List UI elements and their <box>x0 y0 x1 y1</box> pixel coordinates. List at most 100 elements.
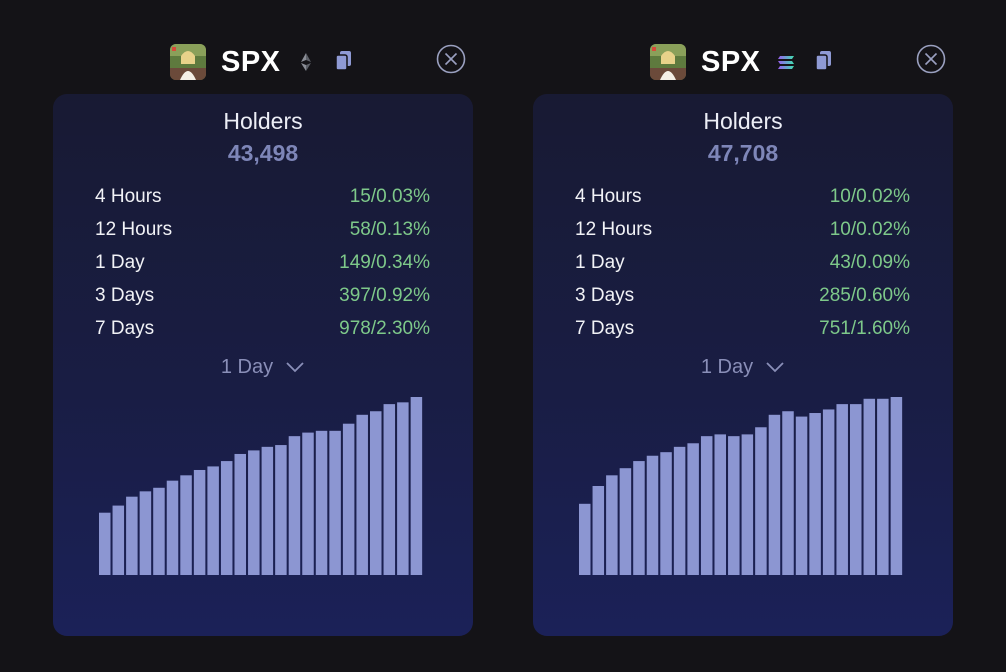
stat-value: 978/2.30% <box>339 318 430 339</box>
stat-value: 397/0.92% <box>339 285 430 306</box>
chart-bar <box>126 496 138 575</box>
chart-bar <box>579 503 591 575</box>
ethereum-icon <box>297 52 315 72</box>
stat-label: 3 Days <box>575 285 635 306</box>
chart-bar <box>410 397 423 575</box>
chart-bar <box>890 397 903 575</box>
stat-value: 10/0.02% <box>829 186 910 207</box>
chart-bar <box>370 411 382 575</box>
stat-row-1d: 1 Day 149/0.34% <box>95 252 430 278</box>
chart-bar <box>166 480 179 575</box>
holders-bar-chart <box>99 397 423 575</box>
chart-bar <box>822 409 835 575</box>
stat-value: 43/0.09% <box>829 252 910 273</box>
chart-bar <box>397 402 409 575</box>
chart-bar <box>768 414 781 575</box>
solana-icon <box>777 52 795 72</box>
chart-bar <box>687 443 699 575</box>
chart-bar <box>782 411 794 575</box>
stat-value: 149/0.34% <box>339 252 430 273</box>
chart-bar <box>315 430 328 575</box>
stat-label: 12 Hours <box>575 219 653 240</box>
period-dropdown[interactable]: 1 Day <box>533 356 953 379</box>
holders-bar-chart <box>579 397 903 575</box>
copy-icon[interactable] <box>335 50 353 72</box>
stat-label: 12 Hours <box>95 219 173 240</box>
chart-bar <box>248 450 260 575</box>
chart-bar <box>755 427 767 575</box>
token-ticker: SPX <box>701 46 761 78</box>
stat-row-1d: 1 Day 43/0.09% <box>575 252 910 278</box>
chart-bar <box>180 475 192 575</box>
holders-label: Holders <box>223 108 303 134</box>
chart-bar <box>795 416 808 575</box>
stat-value: 58/0.13% <box>349 219 430 240</box>
stat-row-7d: 7 Days 978/2.30% <box>95 318 430 344</box>
stat-value: 751/1.60% <box>819 318 910 339</box>
stat-row-4h: 4 Hours 15/0.03% <box>95 186 430 212</box>
chart-bar <box>809 413 821 575</box>
panel-header: SPX <box>533 36 953 92</box>
chart-bar <box>728 436 740 575</box>
stat-label: 3 Days <box>95 285 155 306</box>
chevron-down-icon <box>765 356 785 379</box>
chart-bar <box>619 468 632 575</box>
stat-row-3d: 3 Days 285/0.60% <box>575 285 910 311</box>
holders-label: Holders <box>703 108 783 134</box>
chart-bar <box>99 512 111 575</box>
chart-bar <box>850 404 862 575</box>
chart-bar <box>234 453 246 575</box>
chart-bar <box>673 446 686 575</box>
stat-label: 4 Hours <box>575 186 642 207</box>
chart-bar <box>877 398 889 575</box>
stat-row-12h: 12 Hours 10/0.02% <box>575 219 910 245</box>
holders-count: 47,708 <box>707 140 779 166</box>
token-panel-left: SPX Holders 43,498 4 Hours 1 <box>53 36 473 636</box>
chart-bar <box>275 445 287 575</box>
chart-bar <box>660 452 672 575</box>
holders-count: 43,498 <box>227 140 299 166</box>
token-panel-right: SPX <box>533 36 953 636</box>
stat-value: 10/0.02% <box>829 219 910 240</box>
stat-label: 7 Days <box>575 318 635 339</box>
stat-label: 7 Days <box>95 318 155 339</box>
chart-bar <box>302 432 314 575</box>
stat-row-3d: 3 Days 397/0.92% <box>95 285 430 311</box>
stat-row-7d: 7 Days 751/1.60% <box>575 318 910 344</box>
chart-bar <box>592 486 605 575</box>
close-icon[interactable] <box>916 44 946 74</box>
chart-bar <box>329 430 341 575</box>
chart-bar <box>207 466 219 575</box>
chart-bar <box>153 487 165 575</box>
stat-row-12h: 12 Hours 58/0.13% <box>95 219 430 245</box>
stat-label: 1 Day <box>575 252 625 273</box>
period-dropdown-value: 1 Day <box>220 356 274 378</box>
stat-label: 1 Day <box>95 252 145 273</box>
chart-bar <box>342 423 355 575</box>
stat-value: 285/0.60% <box>819 285 910 306</box>
chevron-down-icon <box>285 356 305 379</box>
chart-bar <box>836 404 848 575</box>
chart-bar <box>112 505 125 575</box>
chart-bar <box>383 404 396 575</box>
chart-bar <box>261 446 274 575</box>
stat-value: 15/0.03% <box>349 186 430 207</box>
chart-bar <box>139 491 152 575</box>
panel-header: SPX <box>53 36 473 92</box>
chart-bar <box>633 461 645 575</box>
close-icon[interactable] <box>436 44 466 74</box>
stat-label: 4 Hours <box>95 186 162 207</box>
copy-icon[interactable] <box>815 50 833 72</box>
period-dropdown[interactable]: 1 Day <box>53 356 473 379</box>
chart-bar <box>193 469 206 575</box>
chart-bar <box>646 455 659 575</box>
period-dropdown-value: 1 Day <box>700 356 754 378</box>
chart-bar <box>863 398 876 575</box>
chart-bar <box>356 414 368 575</box>
chart-bar <box>741 434 754 575</box>
token-avatar <box>170 44 206 80</box>
stat-row-4h: 4 Hours 10/0.02% <box>575 186 910 212</box>
chart-bar <box>700 436 713 575</box>
chart-bar <box>220 461 233 575</box>
chart-bar <box>606 475 618 575</box>
